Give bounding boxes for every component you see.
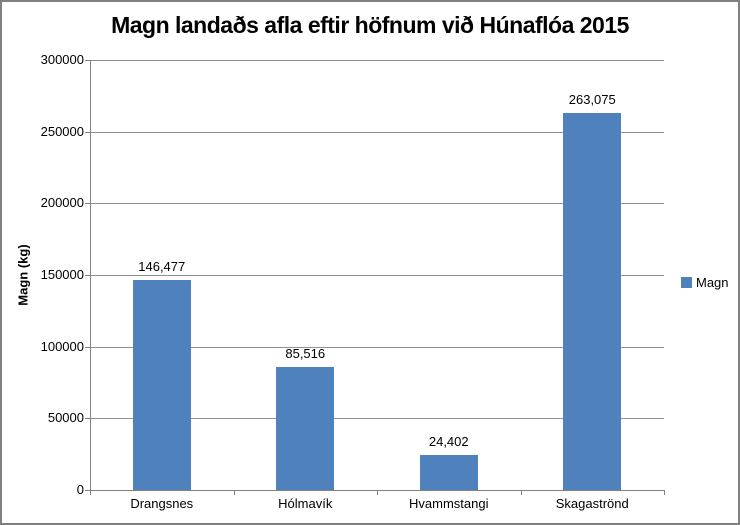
x-axis-tick bbox=[520, 490, 522, 495]
x-axis-tick bbox=[377, 490, 378, 495]
data-label: 24,402 bbox=[428, 434, 469, 450]
gridline bbox=[90, 346, 664, 348]
y-axis-tick bbox=[85, 418, 90, 420]
data-label: 263,075 bbox=[568, 91, 616, 107]
bar-hvammstangi bbox=[419, 455, 478, 490]
legend-swatch-magn bbox=[681, 277, 692, 288]
y-axis-tick-label: 300000 bbox=[40, 52, 84, 67]
y-axis-tick-label: 150000 bbox=[40, 267, 84, 282]
gridline bbox=[90, 203, 664, 205]
data-label: 85,516 bbox=[285, 346, 326, 362]
y-axis-tick bbox=[85, 203, 90, 205]
gridline bbox=[90, 131, 664, 133]
chart-title: Magn landaðs afla eftir höfnum við Húnaf… bbox=[111, 12, 629, 38]
legend-label: Magn bbox=[696, 275, 729, 290]
y-axis-tick bbox=[85, 131, 90, 133]
x-axis-tick bbox=[233, 490, 235, 495]
x-axis-category-label: Hólmavík bbox=[278, 496, 333, 511]
y-axis-line bbox=[90, 60, 91, 495]
data-label: 146,477 bbox=[138, 259, 186, 275]
y-axis-tick-label: 250000 bbox=[40, 123, 84, 139]
x-axis-category-label: Hvammstangi bbox=[409, 496, 489, 511]
y-axis-tick-label: 0 bbox=[76, 482, 84, 497]
legend: Magn bbox=[681, 275, 729, 290]
x-axis-tick bbox=[664, 490, 665, 495]
gridline bbox=[90, 60, 664, 61]
y-axis-tick-label: 50000 bbox=[47, 410, 84, 426]
bar-skagaströnd bbox=[563, 112, 622, 490]
y-axis-tick bbox=[85, 60, 90, 61]
bar-hólmavík bbox=[276, 367, 335, 490]
x-axis-tick bbox=[90, 490, 91, 495]
y-axis-tick-label: 200000 bbox=[40, 195, 84, 211]
gridline bbox=[90, 418, 664, 420]
plot-area bbox=[90, 60, 664, 490]
y-axis-tick bbox=[85, 490, 90, 491]
bar-drangsnes bbox=[132, 280, 191, 490]
y-axis-tick-label: 100000 bbox=[40, 338, 84, 354]
y-axis-tick bbox=[85, 275, 90, 276]
x-axis-category-label: Drangsnes bbox=[130, 496, 194, 511]
x-axis-category-label: Skagaströnd bbox=[555, 496, 629, 511]
gridline bbox=[90, 275, 664, 276]
y-axis-tick bbox=[85, 346, 90, 348]
